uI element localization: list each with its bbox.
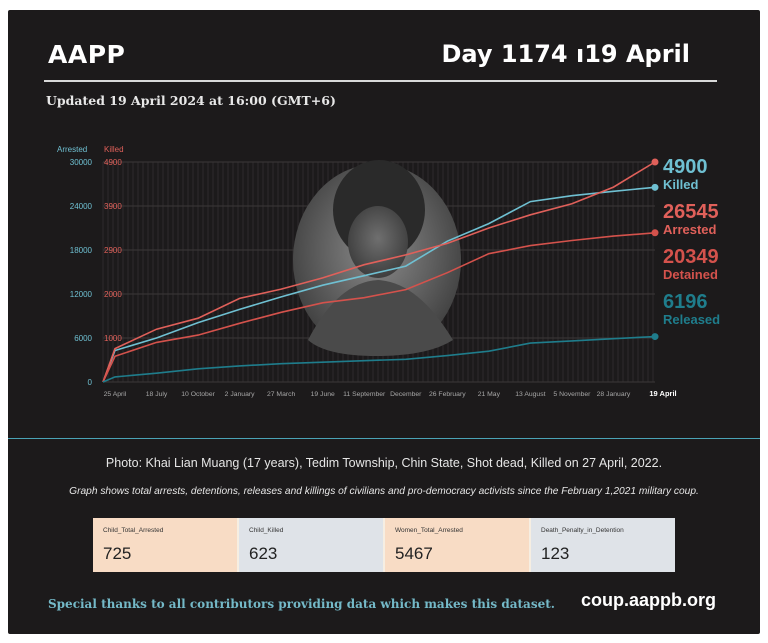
shoulders-shape (308, 280, 453, 356)
x-tick-label: 13 August (515, 391, 545, 398)
right-tick-label: 3900 (104, 202, 122, 211)
section-divider (8, 438, 760, 439)
stat-label: Child_Killed (249, 527, 284, 534)
right-tick-label: 4900 (104, 158, 122, 167)
stat-label: Women_Total_Arrested (395, 527, 463, 534)
series-endpoint-arrested (651, 183, 659, 191)
x-tick-label: 2 January (225, 391, 255, 398)
x-tick-label: 5 November (553, 391, 591, 398)
right-tick-label: 2900 (104, 246, 122, 255)
series-endpoint-released (651, 333, 659, 341)
x-tick-label: 26 February (429, 391, 466, 398)
right-axis-title: Killed (104, 145, 124, 154)
series-line-detained (102, 232, 656, 383)
website-link[interactable]: coup.aappb.org (581, 590, 716, 610)
stat-card-child-killed: Child_Killed 623 (239, 518, 383, 572)
right-tick-label: 2000 (104, 290, 122, 299)
right-tick-label: 1000 (104, 334, 122, 343)
x-tick-label: 19 June (311, 391, 335, 398)
stat-card-death-penalty: Death_Penalty_in_Detention 123 (531, 518, 675, 572)
x-tick-label: 21 May (478, 391, 501, 398)
stat-label: Child_Total_Arrested (103, 527, 164, 534)
stat-card-women-arrested: Women_Total_Arrested 5467 (385, 518, 529, 572)
x-tick-label: 27 March (267, 391, 296, 398)
portrait-photo (293, 160, 461, 356)
series-endpoint-killed (651, 158, 659, 166)
left-tick-label: 12000 (70, 290, 93, 299)
header-rule (44, 80, 717, 82)
series-line-released (102, 335, 656, 383)
left-tick-label: 30000 (70, 158, 93, 167)
end-label-value: 4900 (663, 156, 708, 178)
stat-label: Death_Penalty_in_Detention (541, 527, 624, 534)
x-tick-label: 10 October (181, 391, 215, 398)
chart-axes: Arrested Killed 0 6000 12000 18000 24000 30000 1… (57, 145, 677, 398)
x-tick-label: 11 September (343, 391, 386, 398)
end-label-name: Killed (663, 177, 698, 192)
stats-cards: Child_Total_Arrested 725 Child_Killed 62… (93, 518, 675, 572)
x-tick-label: 18 July (146, 391, 168, 398)
infographic-panel: AAPP Day 1174 ı19 April Updated 19 April… (8, 10, 760, 634)
face-shape (348, 206, 408, 278)
photo-caption: Photo: Khai Lian Muang (17 years), Tedim… (105, 456, 663, 470)
stat-value: 623 (249, 544, 278, 563)
left-tick-label: 24000 (70, 202, 93, 211)
left-axis-title: Arrested (57, 145, 87, 154)
left-tick-label: 18000 (70, 246, 93, 255)
graph-description: Graph shows total arrests, detentions, r… (69, 486, 699, 497)
x-tick-label: 25 April (104, 391, 127, 398)
x-tick-label: December (390, 391, 422, 398)
stat-card-child-arrested: Child_Total_Arrested 725 (93, 518, 237, 572)
x-tick-label: 19 April (649, 389, 676, 398)
thanks-note: Special thanks to all contributors provi… (48, 597, 555, 611)
series-line-arrested (102, 186, 656, 383)
brand-title: AAPP (48, 40, 126, 69)
day-counter: Day 1174 ı19 April (441, 40, 690, 68)
series-endpoint-detained (651, 229, 659, 237)
end-label-name: Arrested (663, 222, 717, 237)
end-label-value: 6196 (663, 291, 708, 313)
end-label-value: 20349 (663, 246, 719, 268)
chart-series (102, 158, 659, 383)
line-chart: Arrested Killed 0 6000 12000 18000 24000 30000 1… (57, 145, 720, 398)
x-tick-label: 28 January (597, 391, 631, 398)
series-line-killed (102, 161, 656, 383)
end-label-name: Released (663, 312, 720, 327)
left-tick-label: 6000 (74, 334, 92, 343)
stat-value: 725 (103, 544, 132, 563)
stat-value: 5467 (395, 544, 433, 563)
stat-value: 123 (541, 544, 570, 563)
updated-timestamp: Updated 19 April 2024 at 16:00 (GMT+6) (46, 93, 336, 108)
left-tick-label: 0 (88, 378, 93, 387)
end-label-name: Detained (663, 267, 718, 282)
end-label-value: 26545 (663, 201, 719, 223)
